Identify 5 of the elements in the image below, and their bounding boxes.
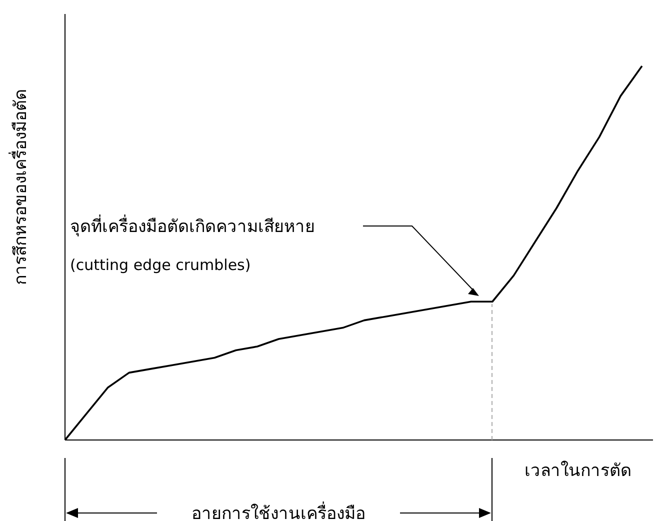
y-axis-title: การสึกหรอของเครื่องมือตัด [8, 89, 31, 285]
annotation: จุดที่เครื่องมือตัดเกิดความเสียหาย [70, 214, 315, 237]
text: อายการใช้งานเครื่องมือ [192, 501, 366, 521]
x-axis-title: เวลาในการตัด [524, 460, 632, 481]
annotation: (cutting edge crumbles) [70, 256, 251, 274]
